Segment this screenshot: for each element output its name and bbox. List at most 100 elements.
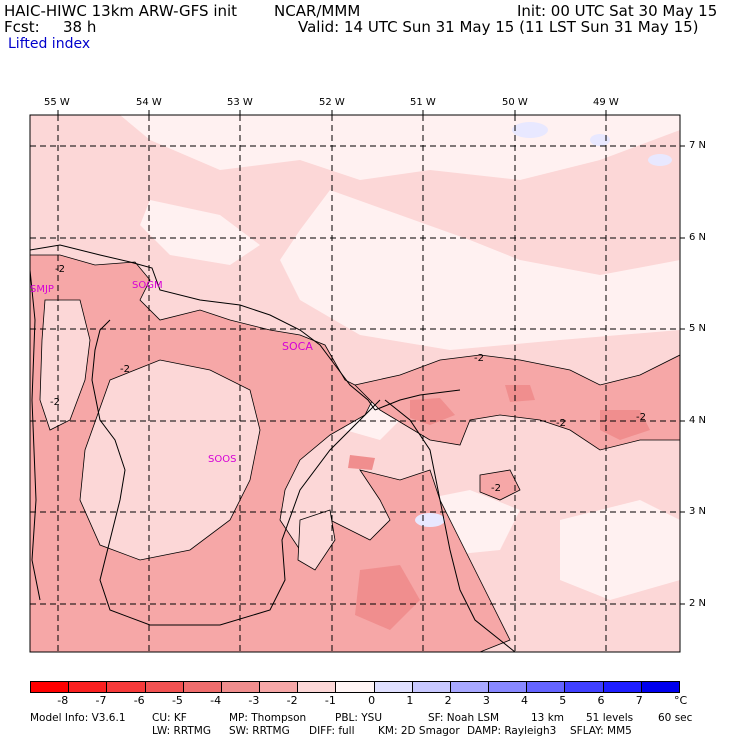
colorbar-swatch [31,682,70,692]
colorbar-tick-label: 3 [482,694,490,707]
colorbar-swatch [374,682,413,692]
contour-label: -2 [491,483,501,494]
pbl-info: PBL: YSU [335,712,383,724]
damp-info: DAMP: Rayleigh3 [467,725,557,737]
near-zero-region [140,200,260,265]
lon-label: 49 W [593,97,619,108]
colorbar-tick-label: -3 [248,694,260,707]
minus3-spot [505,385,535,402]
colorbar-swatch [260,682,299,692]
cu-info: CU: KF [152,712,187,724]
diff-info: DIFF: full [309,725,355,737]
lon-label: 50 W [502,97,528,108]
colorbar-tick-label: 5 [559,694,567,707]
lw-info: LW: RRTMG [152,725,211,737]
colorbar-swatch [603,682,642,692]
colorbar-swatch [145,682,184,692]
contour-label: -2 [55,264,65,275]
colorbar-swatch [565,682,604,692]
colorbar-swatch [221,682,261,692]
station-label: SOOS [208,454,236,465]
graticule [30,115,680,652]
km-info: KM: 2D Smagor [378,725,460,737]
colorbar-tick-label: -6 [133,694,145,707]
lon-label: 51 W [410,97,436,108]
org-label: NCAR/MMM [274,2,361,20]
field-name: Lifted index [8,36,91,52]
colorbar-swatch [450,682,490,692]
minus3-spot [348,455,375,470]
minus2-region [354,354,680,451]
contour-label: -2 [636,412,646,423]
resolution-info: 13 km [531,712,565,724]
colorbar-swatch [336,682,375,692]
inner-light-region [39,299,91,431]
lon-label: 53 W [227,97,253,108]
lat-label: 7 N [689,140,707,151]
valid-time: Valid: 14 UTC Sun 31 May 15 (11 LST Sun … [298,18,699,36]
positive-spot [590,134,610,146]
near-zero-region [280,190,680,350]
inner-light-region [79,359,261,561]
lon-label: 55 W [44,97,70,108]
colorbar-swatch [641,682,679,692]
colorbar-swatch [489,682,528,692]
border-line [91,319,381,626]
contour-label: -2 [120,364,130,375]
station-label: SMJP [30,284,54,295]
colorbar-swatch [298,682,337,692]
colorbar-ticks: -8 -7 -6 -5 -4 -3 -2 -1 0 1 2 3 4 5 6 7 [0,694,740,708]
near-zero-region [560,500,680,600]
forecast-label: Fcst: [4,18,40,36]
lat-label: 4 N [689,415,707,426]
colorbar-swatch [527,682,566,692]
border-line [30,269,41,601]
sw-info: SW: RRTMG [229,725,290,737]
colorbar-swatch [412,682,451,692]
sf-info: SF: Noah LSM [428,712,500,724]
positive-spot [512,122,548,138]
lat-label: 5 N [689,323,707,334]
colorbar-tick-label: 7 [635,694,643,707]
colorbar-tick-label: 4 [521,694,529,707]
colorbar-swatch [69,682,108,692]
lat-label: 2 N [689,598,707,609]
lon-label: 54 W [136,97,162,108]
colorbar-tick-label: -7 [95,694,107,707]
coastline [374,389,461,411]
border-line [384,399,516,652]
init-time: Init: 00 UTC Sat 30 May 15 [517,2,718,20]
minus2-region [479,469,521,501]
contour-label: -2 [556,418,566,429]
colorbar-swatch [183,682,222,692]
colorbar-tick-label: 1 [406,694,414,707]
colorbar-tick-label: 2 [444,694,452,707]
lat-label: 6 N [689,232,707,243]
axis-ticks [57,110,685,605]
lon-label: 52 W [319,97,345,108]
contour-label: -2 [474,353,484,364]
positive-spot [648,154,672,166]
mp-info: MP: Thompson [229,712,307,724]
model-info: Model Info: V3.6.1 [30,712,126,724]
colorbar-tick-label: 0 [368,694,376,707]
sflay-info: SFLAY: MM5 [570,725,632,737]
map-frame [29,114,681,653]
colorbar-unit: °C [674,694,688,707]
colorbar-tick-label: -2 [286,694,298,707]
minus3-spot [355,565,420,630]
levels-info: 51 levels [586,712,634,724]
positive-spot [415,513,445,527]
colorbar-tick-label: 6 [597,694,605,707]
station-label: SOCA [282,340,313,353]
minus3-spot [600,410,650,440]
contour-label: -2 [50,397,60,408]
colorbar-tick-label: -1 [324,694,336,707]
station-label: SOGM [132,280,163,291]
colorbar-tick-label: -8 [57,694,69,707]
colorbar-tick-label: -5 [171,694,183,707]
colorbar [30,681,680,693]
minus3-spot [410,398,455,425]
colorbar-tick-label: -4 [210,694,222,707]
